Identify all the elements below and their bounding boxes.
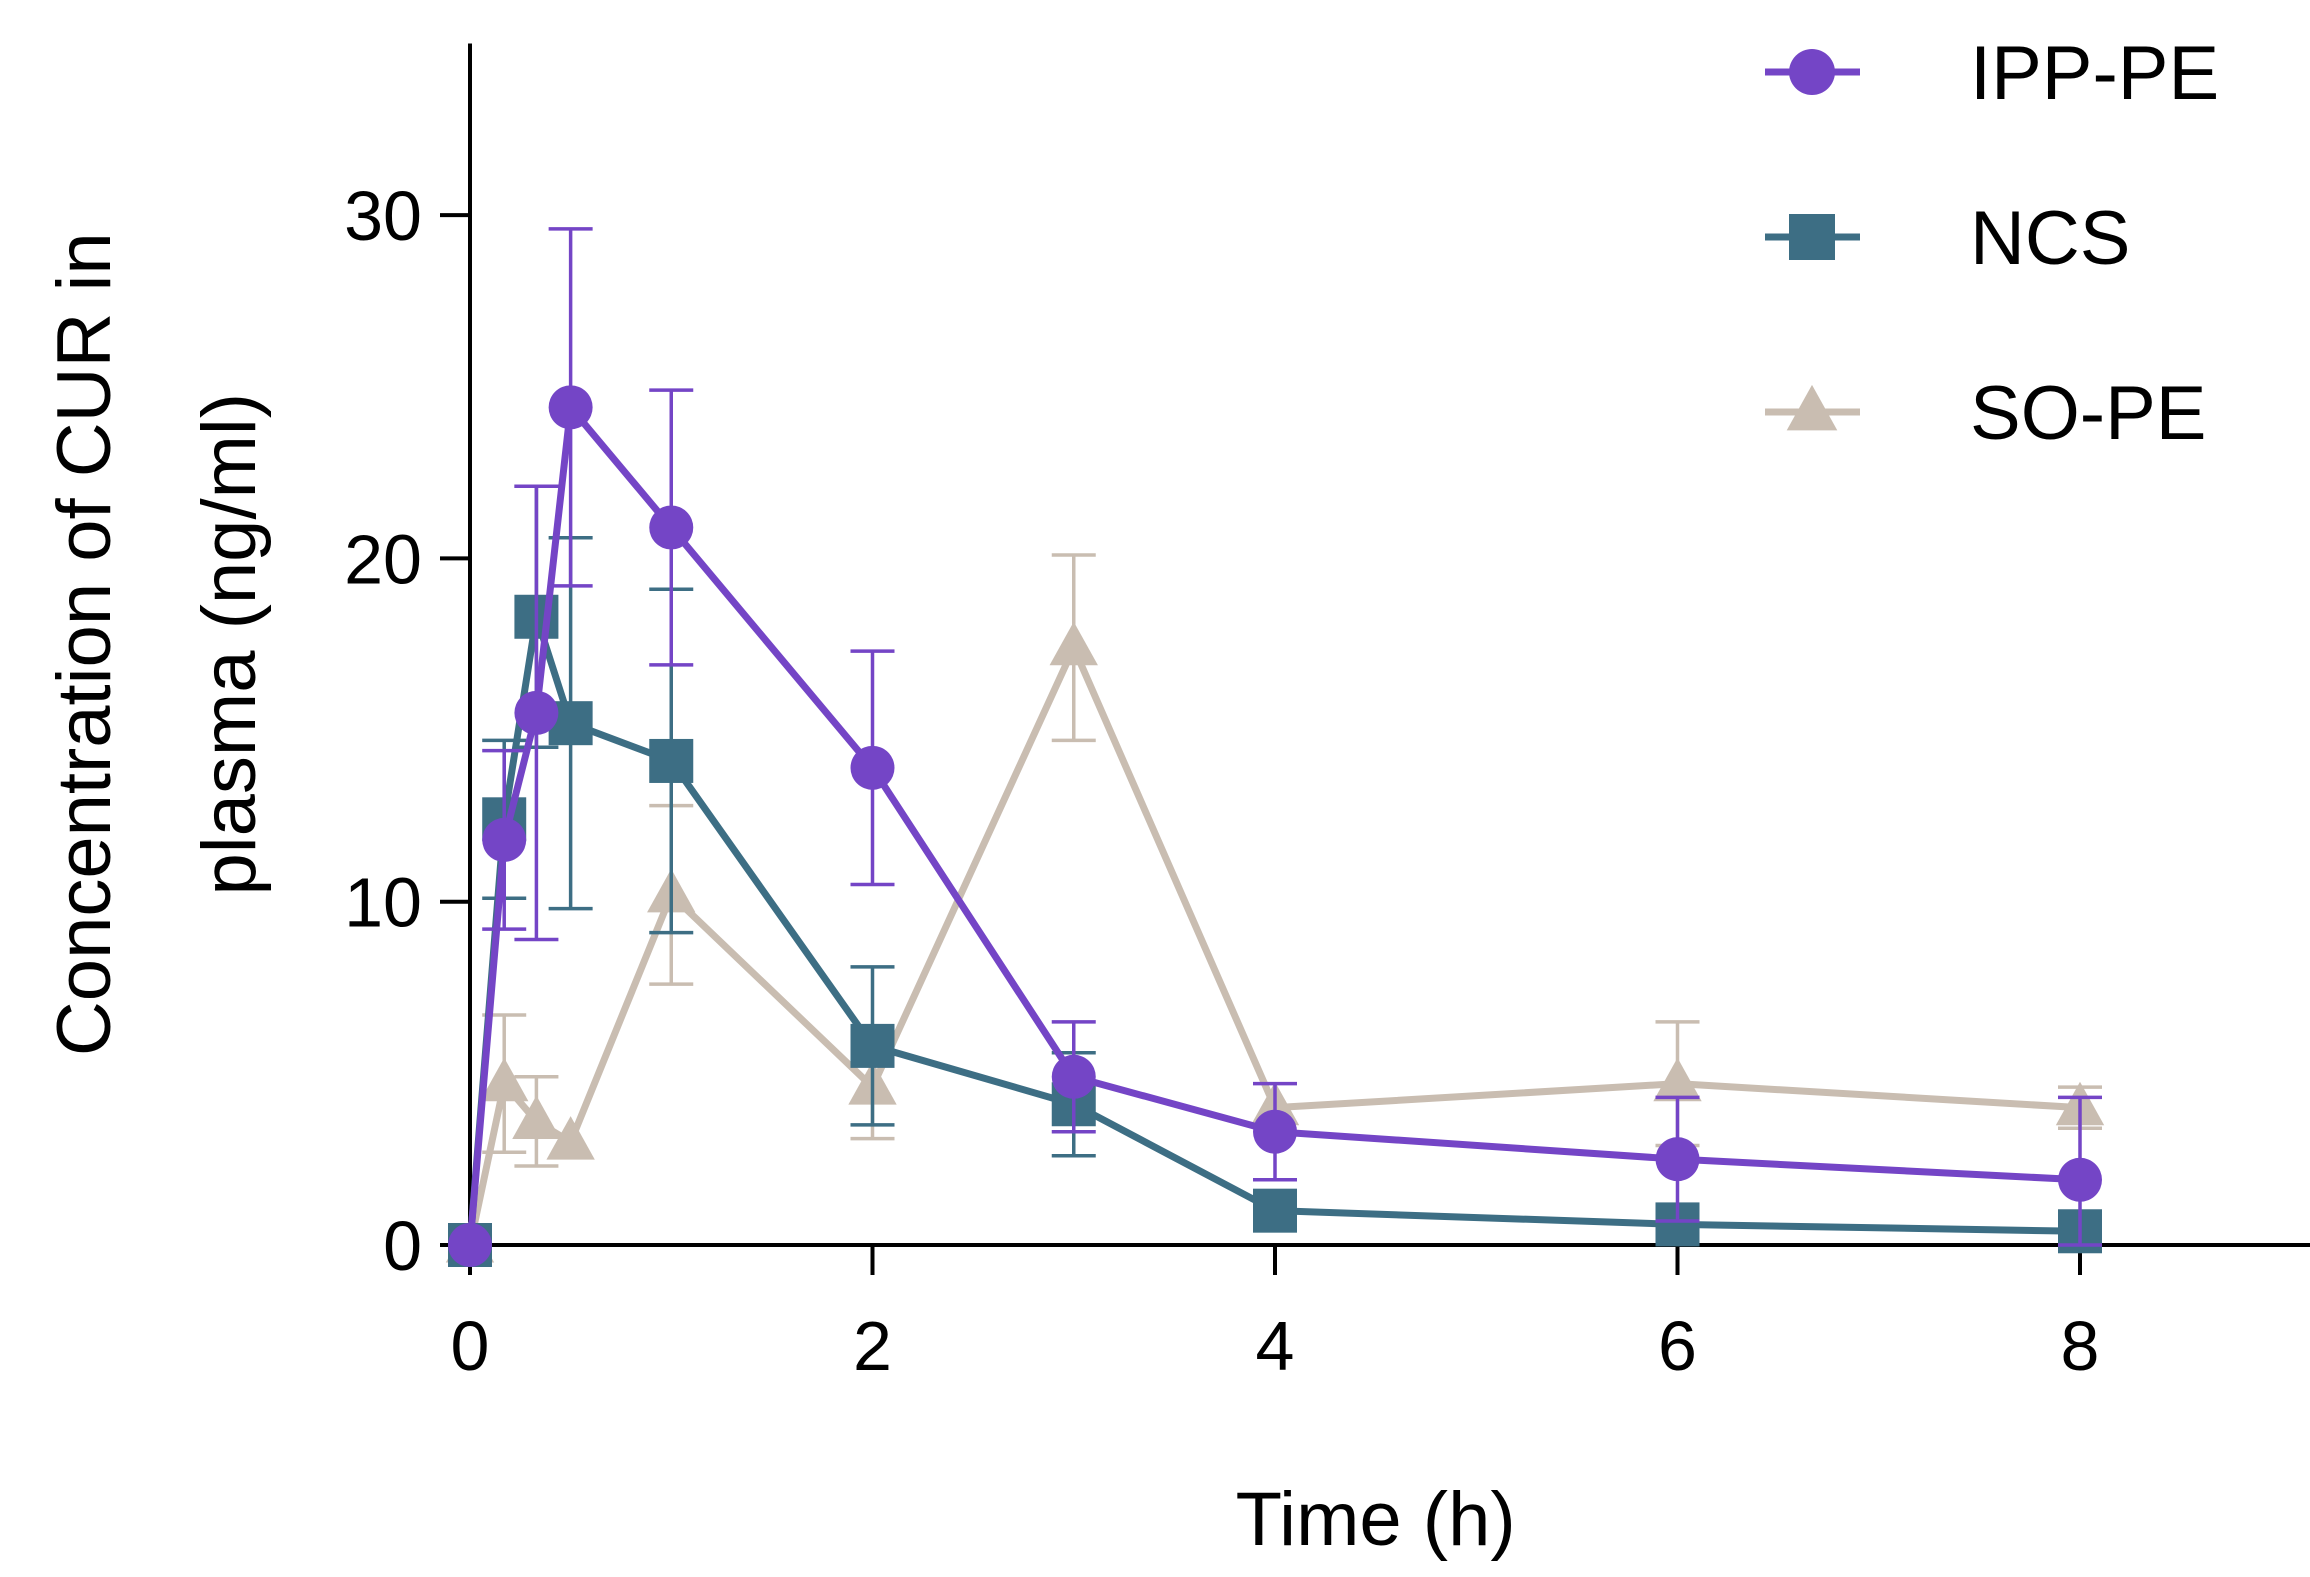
data-point bbox=[1253, 1109, 1297, 1154]
legend-swatch-marker bbox=[1789, 214, 1835, 260]
series-layer bbox=[445, 227, 2105, 1267]
series-ipp-pe bbox=[448, 227, 2102, 1267]
x-tick-label: 2 bbox=[853, 1307, 892, 1385]
data-point bbox=[448, 1223, 492, 1267]
series-line bbox=[466, 403, 2081, 1246]
legend-label: IPP-PE bbox=[1970, 31, 2219, 116]
y-tick-label: 20 bbox=[344, 520, 422, 598]
axes: 0 10 20 30 0 2 4 6 8 bbox=[344, 43, 2310, 1385]
data-point bbox=[2058, 1157, 2102, 1202]
y-tick-label: 0 bbox=[383, 1207, 422, 1285]
legend-item-ncs: NCS bbox=[1765, 196, 2130, 281]
data-point bbox=[1653, 1057, 1702, 1102]
legend-label: SO-PE bbox=[1970, 371, 2207, 456]
y-axis-title-line-2: plasma (ng/ml) bbox=[187, 393, 272, 896]
data-point bbox=[649, 738, 694, 783]
legend-item-ipp-pe: IPP-PE bbox=[1765, 31, 2219, 116]
data-point bbox=[548, 385, 593, 430]
legend-swatch-marker bbox=[1789, 49, 1835, 95]
data-point bbox=[649, 505, 694, 550]
data-point bbox=[512, 1095, 561, 1139]
data-point bbox=[480, 1057, 529, 1102]
legend: IPP-PE NCS SO-PE bbox=[1765, 31, 2219, 456]
data-point bbox=[850, 745, 895, 790]
legend-label: NCS bbox=[1970, 196, 2130, 281]
y-tick-label: 30 bbox=[344, 177, 422, 255]
x-tick-label: 8 bbox=[2061, 1307, 2100, 1385]
data-point bbox=[546, 1116, 595, 1160]
x-tick-label: 0 bbox=[451, 1307, 490, 1385]
data-point bbox=[1253, 1188, 1297, 1233]
legend-item-so-pe: SO-PE bbox=[1765, 371, 2207, 456]
y-tick-label: 10 bbox=[344, 864, 422, 942]
x-tick-label: 6 bbox=[1658, 1307, 1697, 1385]
data-point bbox=[1051, 1054, 1096, 1099]
data-point bbox=[850, 1023, 895, 1068]
series-line bbox=[466, 644, 2081, 1246]
y-axis-title-line-1: Concentration of CUR in bbox=[42, 232, 127, 1056]
data-point bbox=[1049, 621, 1098, 666]
x-tick-label: 4 bbox=[1256, 1307, 1295, 1385]
data-point bbox=[514, 690, 559, 735]
data-point bbox=[482, 817, 527, 862]
data-point bbox=[1655, 1137, 1700, 1182]
legend-swatch-marker bbox=[1786, 384, 1838, 431]
x-axis-title: Time (h) bbox=[1236, 1477, 1516, 1562]
